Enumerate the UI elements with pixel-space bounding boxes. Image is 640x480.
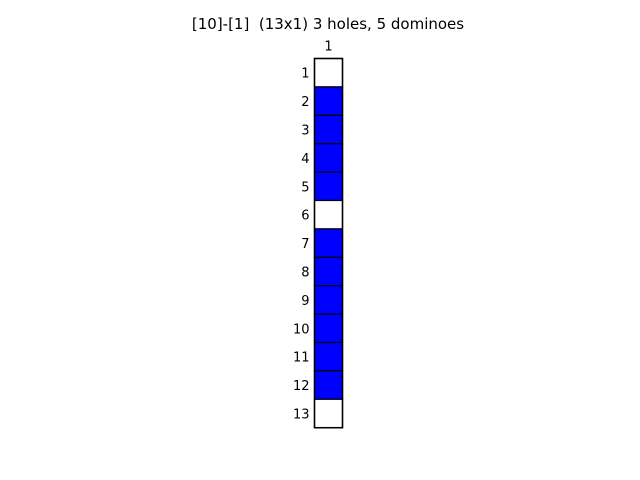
hole-cell bbox=[313, 57, 344, 88]
row-label: 5 bbox=[301, 180, 309, 195]
row-label: 1 bbox=[301, 67, 309, 82]
domino-cell bbox=[313, 341, 344, 372]
column-label: 1 bbox=[324, 40, 332, 55]
domino-cell bbox=[313, 256, 344, 287]
board-border bbox=[313, 57, 344, 429]
row-label: 6 bbox=[301, 209, 309, 224]
domino-cell bbox=[313, 228, 344, 258]
row-label: 4 bbox=[301, 152, 309, 167]
figure-title: [10]-[1] (13x1) 3 holes, 5 dominoes bbox=[191, 15, 465, 33]
domino-cell bbox=[313, 313, 344, 344]
domino-cell bbox=[313, 114, 344, 145]
hole-cell bbox=[313, 398, 344, 429]
row-label: 11 bbox=[293, 351, 310, 366]
domino-cell bbox=[313, 370, 344, 400]
row-label: 9 bbox=[301, 294, 309, 309]
domino-cell bbox=[313, 143, 344, 173]
domino-cell bbox=[313, 86, 344, 116]
domino-cell bbox=[313, 171, 344, 202]
row-label: 2 bbox=[301, 95, 309, 110]
row-label: 3 bbox=[301, 124, 309, 139]
row-label: 13 bbox=[293, 408, 310, 423]
domino-cell bbox=[313, 285, 344, 315]
row-label: 8 bbox=[301, 266, 309, 281]
hole-cell bbox=[313, 199, 344, 230]
row-label: 7 bbox=[301, 237, 309, 252]
row-label: 10 bbox=[293, 322, 310, 337]
row-label: 12 bbox=[293, 379, 310, 394]
